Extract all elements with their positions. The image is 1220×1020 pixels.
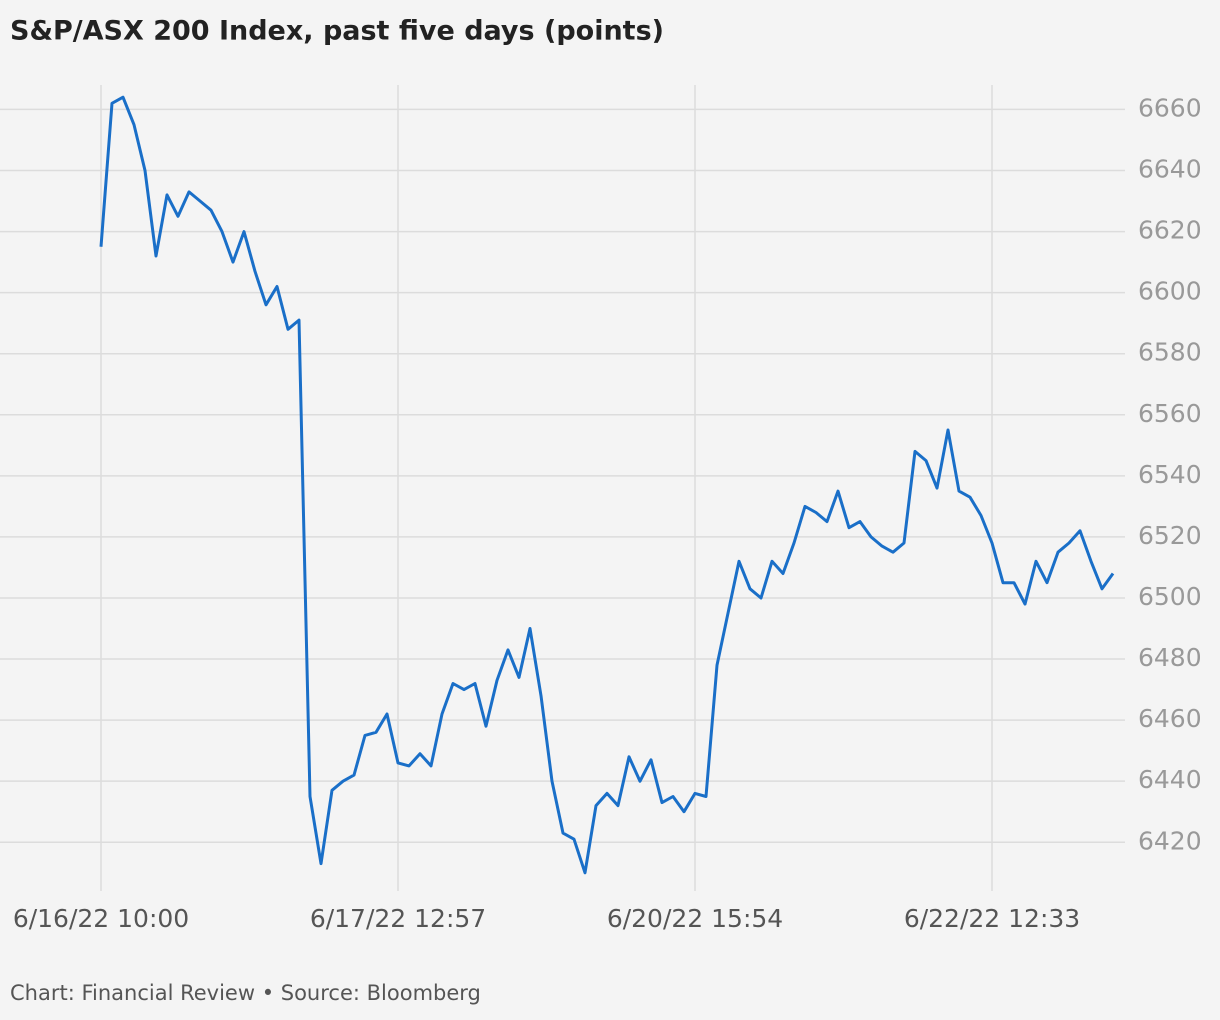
x-tick-label: 6/20/22 15:54 <box>607 904 783 933</box>
y-tick-label: 6500 <box>1138 582 1202 611</box>
y-tick-label: 6520 <box>1138 521 1202 550</box>
y-tick-label: 6620 <box>1138 216 1202 245</box>
y-tick-label: 6480 <box>1138 643 1202 672</box>
y-tick-label: 6420 <box>1138 826 1202 855</box>
y-tick-label: 6640 <box>1138 154 1202 183</box>
y-tick-label: 6540 <box>1138 460 1202 489</box>
x-tick-label: 6/17/22 12:57 <box>310 904 486 933</box>
x-tick-label: 6/16/22 10:00 <box>13 904 189 933</box>
footer: Chart: Financial Review • Source: Bloomb… <box>10 981 481 1005</box>
y-tick-label: 6440 <box>1138 765 1202 794</box>
y-tick-label: 6600 <box>1138 277 1202 306</box>
y-tick-label: 6460 <box>1138 704 1202 733</box>
x-tick-label: 6/22/22 12:33 <box>904 904 1080 933</box>
y-tick-label: 6560 <box>1138 399 1202 428</box>
data-line <box>99 95 1115 875</box>
y-tick-label: 6660 <box>1138 93 1202 122</box>
chart-title: S&P/ASX 200 Index, past five days (point… <box>10 16 664 47</box>
y-tick-label: 6580 <box>1138 338 1202 367</box>
